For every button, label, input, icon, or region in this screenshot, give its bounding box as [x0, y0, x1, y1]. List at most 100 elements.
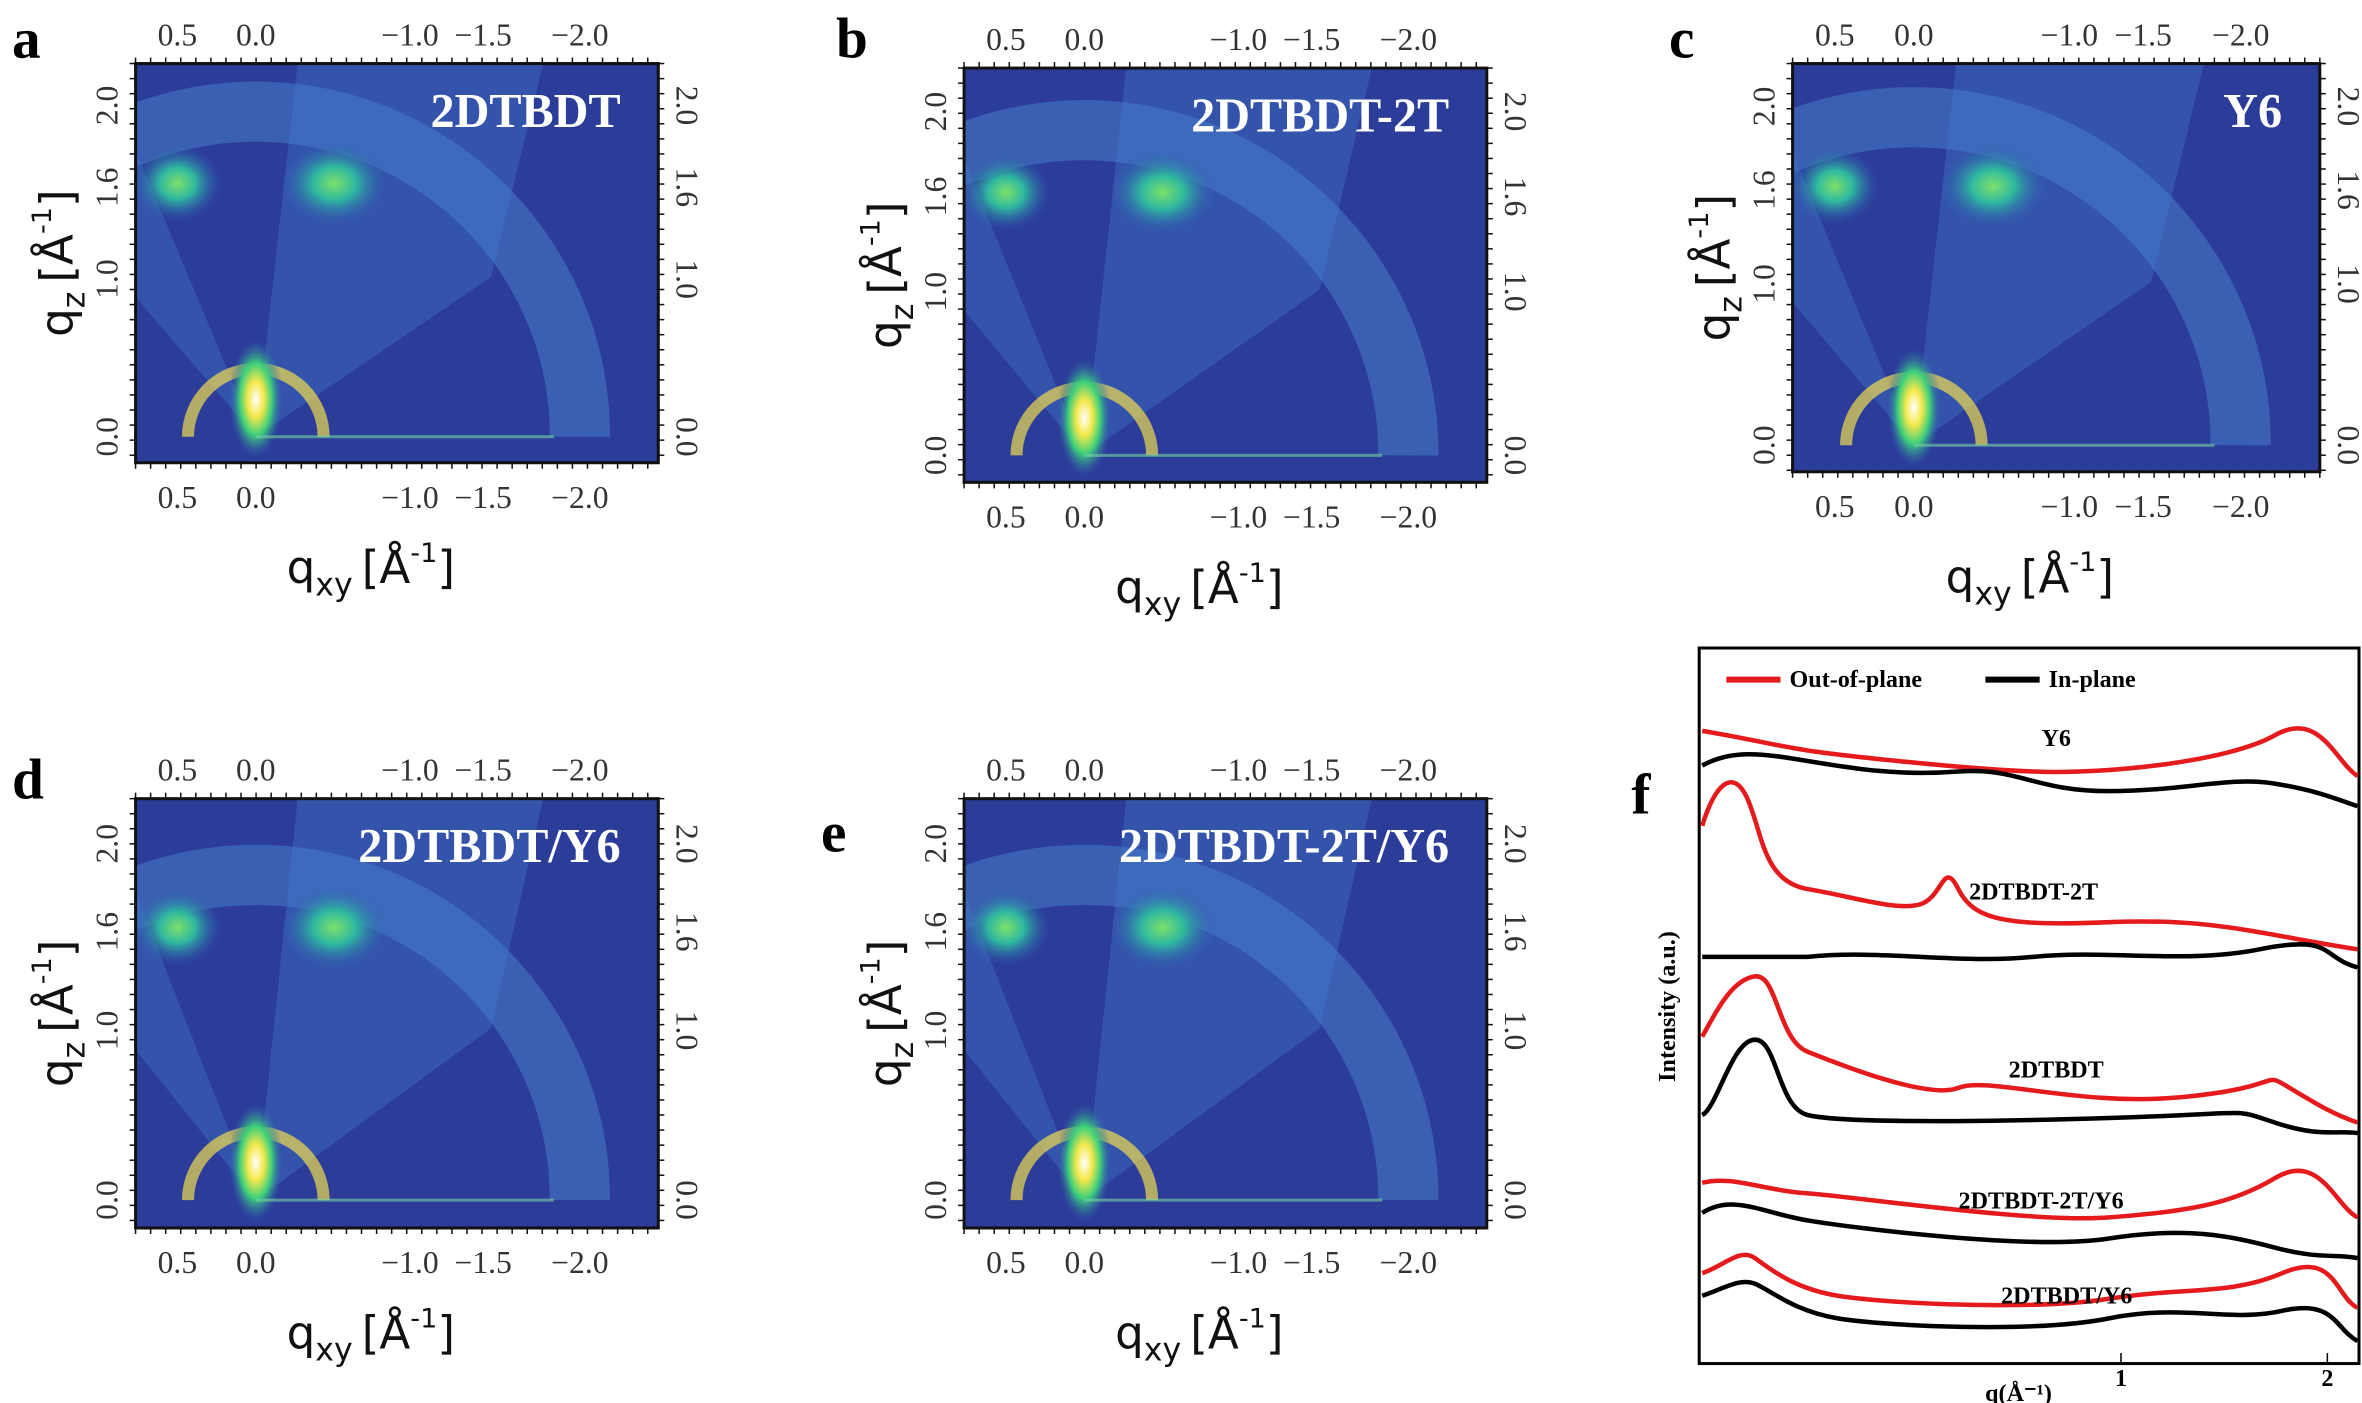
x-axis-label: q(Å⁻¹): [1985, 1381, 2052, 1403]
curve: [1702, 942, 2359, 970]
x-tick-label: 1: [2115, 1366, 2127, 1392]
axis-label-part: ]: [1266, 1306, 1284, 1359]
curve: [1701, 1168, 2359, 1221]
x-tick-label: 0.5: [986, 1245, 1026, 1280]
heatmap-bg: [135, 798, 659, 1228]
axis-label: qz [Å-1]: [856, 201, 921, 349]
curve: [1701, 1252, 2359, 1310]
axis-label-part: xy: [1974, 576, 2011, 612]
peak: [135, 144, 223, 223]
wedge: [135, 798, 256, 1201]
curve: [1700, 1037, 2358, 1136]
axis-label-part: ]: [1687, 194, 1740, 212]
y-tick-label: 1.0: [1498, 1011, 1533, 1051]
x-tick-label: −2.0: [1380, 753, 1437, 788]
axis-label-part: z: [885, 1042, 921, 1059]
frame: [962, 797, 1489, 1230]
plot-frame: [1697, 646, 2361, 1366]
x-tick-label: −1.0: [2041, 17, 2098, 52]
axis-label-part: q: [1687, 313, 1740, 342]
curve: [1700, 1202, 2358, 1261]
giwaxs-panel: c Y6 0.5 0.5 0.0 0.0 −1.0 −1.0 −1.5 −1.5 −2.0 −2.0 0…: [1669, 8, 2362, 613]
profile-panel: f Out-of-plane In-plane Intensity (a.u.)…: [1631, 646, 2361, 1403]
y-tick-label: 1.6: [918, 177, 953, 217]
y-tick-label: 2.0: [89, 824, 124, 864]
curve-label: Y6: [2041, 726, 2070, 752]
y-tick-label: 0.0: [1498, 1180, 1533, 1220]
curve: [1700, 974, 2359, 1125]
y-tick-label: 1.6: [1747, 170, 1782, 210]
x-tick-label: 0.5: [986, 753, 1026, 788]
axis-label-part: -1: [410, 1303, 437, 1334]
y-tick-label: 0.0: [1747, 425, 1782, 465]
y-tick-label: 2.0: [1498, 92, 1533, 132]
axis-label-part: q: [1115, 561, 1144, 614]
y-tick-label: 0.0: [918, 1180, 953, 1220]
axis-label-part: ]: [859, 201, 912, 219]
x-tick-label: 0.0: [236, 17, 276, 52]
axis-label-part: -1: [1239, 558, 1266, 589]
y-tick-label: 1.6: [89, 168, 124, 208]
y-tick-label: 1.0: [669, 1011, 704, 1051]
axis-label-part: xy: [315, 567, 352, 603]
axis-label: qxy [Å-1]: [1115, 558, 1283, 623]
axis-label-part: q: [1946, 550, 1975, 603]
heatmap: [135, 798, 659, 1228]
axis-label-part: z: [885, 304, 921, 321]
y-tick-label: 2.0: [918, 92, 953, 132]
scatter-ring: [964, 844, 1439, 1201]
curve: [1701, 752, 2359, 809]
axis-label-part: q: [287, 1306, 316, 1359]
frame: [1791, 62, 2322, 474]
core: [228, 1102, 283, 1223]
axis-label-part: z: [56, 1042, 92, 1059]
axis-label-part: -1: [27, 207, 58, 234]
x-tick-label: 0.5: [986, 500, 1026, 535]
y-tick-label: 2.0: [2331, 87, 2362, 127]
wedge: [135, 63, 256, 437]
y-tick-label: 2.0: [669, 86, 704, 126]
axis-label-part: z: [56, 292, 92, 309]
y-tick-label: 2.0: [89, 86, 124, 126]
x-tick-label: −1.0: [1210, 500, 1267, 535]
curve-label: 2DTBDT-2T: [1969, 880, 2098, 906]
x-tick-label: 0.0: [236, 480, 276, 515]
y-tick-label: 1.0: [89, 1011, 124, 1051]
x-tick-label: 0.0: [1894, 489, 1934, 524]
x-tick-label: −1.5: [454, 17, 511, 52]
axis-label-part: [Å: [2021, 550, 2070, 603]
x-tick-label: 0.0: [1894, 17, 1934, 52]
axis-label-part: xy: [1144, 587, 1181, 623]
y-tick-label: 0.0: [669, 1180, 704, 1220]
x-tick-label: −1.5: [2115, 489, 2172, 524]
y-tick-label: 1.6: [2331, 170, 2362, 210]
y-tick-label: 1.6: [918, 912, 953, 952]
axis-label-part: [Å: [1190, 1306, 1239, 1359]
giwaxs-panel: b 2DTBDT-2T 0.5 0.5 0.0 0.0 −1.0 −1.0 −1.5 −1.5 −2…: [836, 8, 1533, 623]
curves: [1700, 726, 2359, 1343]
curve-label: 2DTBDT-2T/Y6: [1959, 1188, 2124, 1214]
y-tick-label: 1.0: [918, 272, 953, 312]
frame: [134, 797, 660, 1230]
x-tick-label: −1.0: [1210, 753, 1267, 788]
curve-label: 2DTBDT: [2009, 1057, 2104, 1083]
panel-title: 2DTBDT-2T: [1191, 89, 1449, 142]
x-tick-label: 0.5: [986, 22, 1026, 57]
axis-label: qz [Å-1]: [856, 940, 921, 1088]
panel-letter: c: [1669, 8, 1694, 71]
axis-label-part: ]: [1266, 561, 1284, 614]
x-tick-label: −2.0: [551, 753, 608, 788]
core: [228, 338, 283, 460]
legend-label: Out-of-plane: [1790, 667, 1923, 693]
core: [1057, 357, 1112, 478]
panel-letter: d: [12, 749, 44, 812]
panel-title: Y6: [2223, 85, 2282, 138]
x-tick-label: 0.0: [1065, 1245, 1105, 1280]
curve-label: 2DTBDT/Y6: [2001, 1283, 2132, 1309]
x-tick-label: −1.5: [1283, 753, 1340, 788]
x-tick-label: 0.5: [158, 17, 198, 52]
axis-label-part: q: [30, 308, 83, 337]
panel-title: 2DTBDT/Y6: [358, 820, 620, 873]
